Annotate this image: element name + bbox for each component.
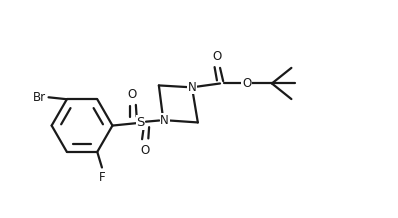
Text: S: S xyxy=(137,116,145,129)
Text: O: O xyxy=(212,50,222,63)
Text: O: O xyxy=(127,88,137,101)
Text: O: O xyxy=(140,144,150,157)
Text: F: F xyxy=(99,171,105,184)
Text: Br: Br xyxy=(33,91,46,104)
Text: N: N xyxy=(160,114,169,127)
Text: N: N xyxy=(187,81,196,94)
Text: O: O xyxy=(242,77,251,90)
